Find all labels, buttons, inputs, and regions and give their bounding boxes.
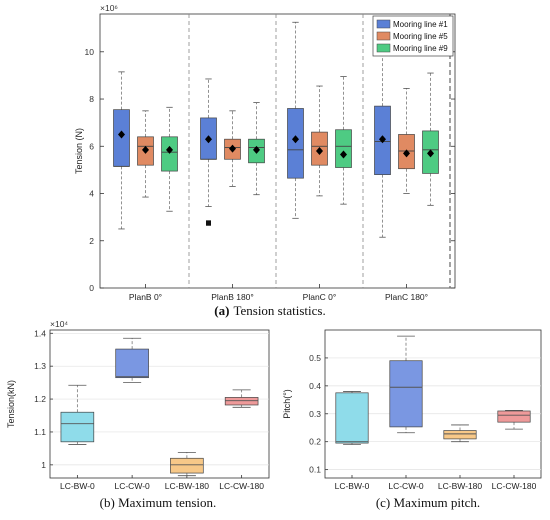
panel-a-xtick-label: PlanB 180° bbox=[211, 292, 254, 302]
panel-c-caption: (c) Maximum pitch. bbox=[376, 495, 480, 510]
panel-a-xtick-label: PlanC 0° bbox=[303, 292, 337, 302]
panel-a-ytick-label: 10 bbox=[85, 47, 95, 57]
panel-a-ytick-label: 0 bbox=[89, 283, 94, 293]
panel-a-mean-marker bbox=[316, 147, 323, 155]
panel-a-mean-marker bbox=[166, 145, 173, 154]
panel-b-y-axis-label: Tension(kN) bbox=[6, 380, 16, 428]
panel-a-mean-marker bbox=[118, 130, 125, 139]
panel-a-legend-swatch bbox=[376, 43, 391, 53]
panel-a-plot-frame bbox=[99, 13, 456, 289]
panel-b-xtick-label: LC-BW-0 bbox=[60, 481, 95, 491]
panel-a-ytick-label: 8 bbox=[89, 94, 94, 104]
panel-c-ytick-label: 0.3 bbox=[309, 409, 321, 419]
panel-a-ytick-label: 6 bbox=[89, 141, 94, 151]
panel-c-xtick-label: LC-CW-0 bbox=[388, 481, 424, 491]
panel-a-ytick-label: 4 bbox=[89, 189, 94, 199]
panel-a-mean-marker bbox=[427, 149, 434, 158]
panel-a-ytick-label: 2 bbox=[89, 236, 94, 246]
panel-a-box-3-1-box bbox=[287, 108, 304, 179]
panel-a-mean-marker bbox=[403, 149, 410, 158]
panel-b-box-1-box bbox=[60, 411, 95, 443]
panel-c-box-2-box bbox=[389, 360, 423, 428]
panel-b: 1 1.1 1.2 1.3 1.4 LC-BW-0 LC-CW-0 LC-BW-180 LC-C… bbox=[6, 319, 270, 510]
panel-b-ytick-label: 1.4 bbox=[34, 328, 46, 338]
panel-a-mean-marker bbox=[142, 145, 149, 154]
panel-c-ytick-label: 0.5 bbox=[309, 353, 321, 363]
panel-c-xtick-label: LC-BW-0 bbox=[335, 481, 370, 491]
panel-b-box-3-box bbox=[170, 457, 204, 474]
panel-a-mean-marker bbox=[340, 150, 347, 159]
panel-b-xtick-label: LC-BW-180 bbox=[165, 481, 210, 491]
panel-b-y-exponent: ×10⁴ bbox=[50, 319, 68, 329]
panel-c-y-axis-label: Pitch(°) bbox=[282, 389, 292, 419]
panel-c-ytick-label: 0.1 bbox=[309, 465, 321, 475]
panel-c-box-4-box bbox=[497, 410, 531, 423]
panel-b-xtick-label: LC-CW-0 bbox=[114, 481, 150, 491]
panel-a-y-axis-label: Tension (N) bbox=[74, 128, 84, 174]
panel-a-mean-marker bbox=[253, 145, 260, 154]
panel-b-ytick-label: 1.1 bbox=[34, 427, 46, 437]
panel-a-caption: (a) Tension statistics. bbox=[214, 303, 325, 318]
panel-a-legend-swatch bbox=[376, 31, 391, 41]
panel-a-mean-marker bbox=[292, 135, 299, 144]
panel-a-legend-swatch bbox=[376, 19, 391, 29]
panel-b-xtick-label: LC-CW-180 bbox=[219, 481, 264, 491]
panel-a-legend: Mooring line #1 Mooring line #5 Mooring li… bbox=[372, 15, 454, 57]
panel-a-caption-text: Tension statistics. bbox=[233, 303, 325, 318]
panel-a-mean-marker bbox=[205, 135, 212, 144]
panel-a-box-3-3-box bbox=[335, 129, 352, 168]
panel-a-mean-marker bbox=[379, 135, 386, 144]
panel-a-box-1-3-box bbox=[161, 136, 178, 172]
panel-a-xtick-label: PlanB 0° bbox=[129, 292, 162, 302]
panel-a-outlier-marker bbox=[206, 220, 211, 224]
panel-b-ytick-label: 1.3 bbox=[34, 361, 46, 371]
panel-a-legend-label: Mooring line #1 bbox=[393, 20, 448, 29]
panel-c-xtick-label: LC-CW-180 bbox=[492, 481, 537, 491]
panel-b-box-4-box bbox=[224, 397, 259, 406]
panel-a-y-exponent: ×10⁶ bbox=[100, 3, 118, 13]
panel-a-legend-label: Mooring line #9 bbox=[393, 44, 448, 53]
panel-b-caption: (b) Maximum tension. bbox=[100, 495, 217, 510]
panel-a-mean-marker bbox=[229, 144, 236, 153]
panel-c-ytick-label: 0.4 bbox=[309, 381, 321, 391]
panel-a: 0 2 4 6 8 10 PlanB 0° PlanB 180° PlanC 0° PlanC 1… bbox=[74, 3, 456, 318]
panel-a-caption-prefix: (a) bbox=[214, 303, 229, 318]
panel-b-ytick-label: 1 bbox=[41, 460, 46, 470]
panel-c-ytick-label: 0.2 bbox=[309, 437, 321, 447]
panel-b-ytick-label: 1.2 bbox=[34, 394, 46, 404]
panel-c-xtick-label: LC-BW-180 bbox=[438, 481, 483, 491]
panel-b-box-2-box bbox=[115, 348, 149, 379]
panel-a-outlier-marker bbox=[206, 222, 211, 226]
panel-c: 0.1 0.2 0.3 0.4 0.5 LC-BW-0 LC-CW-0 LC-BW-180 LC… bbox=[282, 329, 542, 510]
panel-c-box-3-box bbox=[443, 430, 477, 440]
panel-a-xtick-label: PlanC 180° bbox=[385, 292, 428, 302]
panel-a-legend-label: Mooring line #5 bbox=[393, 32, 448, 41]
panel-c-box-1-box bbox=[335, 392, 369, 444]
